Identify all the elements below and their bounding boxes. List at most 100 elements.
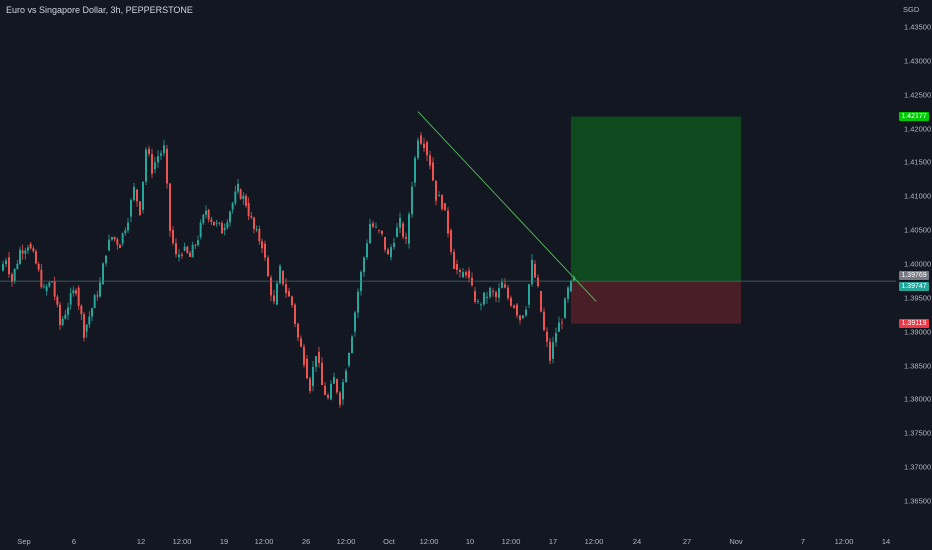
candle-body xyxy=(486,296,488,298)
candle-body xyxy=(279,266,281,284)
candle-body xyxy=(360,272,362,292)
candle-body xyxy=(516,304,518,316)
profit-zone[interactable] xyxy=(571,116,741,282)
price-tick-label: 1.37500 xyxy=(904,428,932,438)
candle-body xyxy=(471,277,473,286)
candle-body xyxy=(357,291,359,313)
time-tick-label: 14 xyxy=(881,537,891,546)
candlestick-chart[interactable] xyxy=(0,0,896,530)
candle-body xyxy=(303,346,305,365)
candle-body xyxy=(285,284,287,293)
candle-body xyxy=(29,243,32,249)
price-tick-label: 1.43500 xyxy=(904,22,932,32)
candle-body xyxy=(258,229,261,242)
candle-body xyxy=(369,223,371,244)
candle-body xyxy=(11,274,13,283)
candle-body xyxy=(139,201,141,215)
time-tick-label: 24 xyxy=(632,537,642,546)
candle-body xyxy=(531,259,533,285)
candle-body xyxy=(136,189,138,202)
candle-body xyxy=(555,332,557,343)
candle-body xyxy=(570,280,572,292)
stop-price-badge: 1.39119 xyxy=(899,319,929,329)
candle-body xyxy=(345,370,347,383)
candle-body xyxy=(528,284,530,305)
time-tick-label: 17 xyxy=(548,537,558,546)
candle-body xyxy=(342,382,344,400)
candle-body xyxy=(8,257,10,275)
candle-body xyxy=(552,342,554,359)
time-tick-label: 19 xyxy=(219,537,229,546)
candle-body xyxy=(229,211,231,223)
candle-body xyxy=(273,295,275,302)
candle-body xyxy=(267,257,269,277)
candle-body xyxy=(127,222,129,231)
candle-body xyxy=(510,297,512,306)
candle-body xyxy=(447,210,449,234)
candle-body xyxy=(372,223,374,227)
loss-zone[interactable] xyxy=(571,281,741,324)
candle-body xyxy=(37,264,40,270)
candle-body xyxy=(226,222,229,228)
candle-body xyxy=(261,241,263,249)
price-tick-label: 1.40000 xyxy=(904,259,932,269)
candle-body xyxy=(169,183,171,231)
candle-body xyxy=(309,378,311,391)
candle-body xyxy=(384,236,386,250)
time-tick-label: 12 xyxy=(136,537,146,546)
candle-body xyxy=(390,247,392,258)
candle-body xyxy=(297,323,299,338)
time-tick-label: 26 xyxy=(301,537,311,546)
price-axis[interactable]: 1.43500 1.43000 1.42500 1.42000 1.41500 1.410… xyxy=(896,0,932,530)
candle-body xyxy=(333,376,335,384)
currency-label: SGD xyxy=(903,5,920,14)
price-tick-label: 1.43000 xyxy=(904,56,932,66)
price-tick-label: 1.41000 xyxy=(904,191,932,201)
candle-body xyxy=(381,230,383,234)
candle-body xyxy=(234,191,237,204)
candle-body xyxy=(215,222,218,224)
candle-body xyxy=(414,157,416,183)
candle-body xyxy=(483,292,485,305)
candle-body xyxy=(375,226,377,228)
target-price-badge: 1.42177 xyxy=(899,112,929,122)
candle-body xyxy=(186,246,189,253)
candle-body xyxy=(59,304,61,326)
candle-body xyxy=(45,286,48,292)
candle-body xyxy=(237,184,239,192)
price-tick-label: 1.42000 xyxy=(904,124,932,134)
candle-body xyxy=(93,295,96,309)
price-tick-label: 1.40500 xyxy=(904,225,932,235)
candle-body xyxy=(19,249,21,264)
price-tick-label: 1.36500 xyxy=(904,496,932,506)
candle-body xyxy=(178,254,180,258)
candle-body xyxy=(197,240,199,246)
time-tick-label: Sep xyxy=(17,537,31,546)
trendline[interactable] xyxy=(417,111,597,302)
candle-body xyxy=(420,135,422,144)
time-tick-label: 12:00 xyxy=(584,537,604,546)
candle-body xyxy=(507,287,509,299)
candle-body xyxy=(142,181,144,210)
candle-body xyxy=(318,352,320,363)
candle-body xyxy=(411,186,413,215)
candle-body xyxy=(223,227,226,231)
candle-body xyxy=(48,282,51,287)
candle-body xyxy=(91,308,93,317)
candle-body xyxy=(456,264,458,270)
candle-body xyxy=(315,356,317,367)
candle-body xyxy=(432,162,434,181)
time-axis[interactable]: Sep 6 12 12:00 19 12:00 26 12:00 Oct 12:00 10 12:00… xyxy=(0,530,896,550)
candle-body xyxy=(194,244,197,246)
price-tick-label: 1.38000 xyxy=(904,394,932,404)
candle-body xyxy=(270,277,272,296)
time-tick-label: Oct xyxy=(383,537,395,546)
candle-body xyxy=(534,264,536,278)
candle-body xyxy=(24,250,27,254)
candle-body xyxy=(450,230,452,252)
candle-body xyxy=(242,195,245,200)
candle-body xyxy=(181,254,183,256)
candle-body xyxy=(489,287,491,297)
candle-body xyxy=(163,145,165,154)
candle-body xyxy=(276,283,278,305)
